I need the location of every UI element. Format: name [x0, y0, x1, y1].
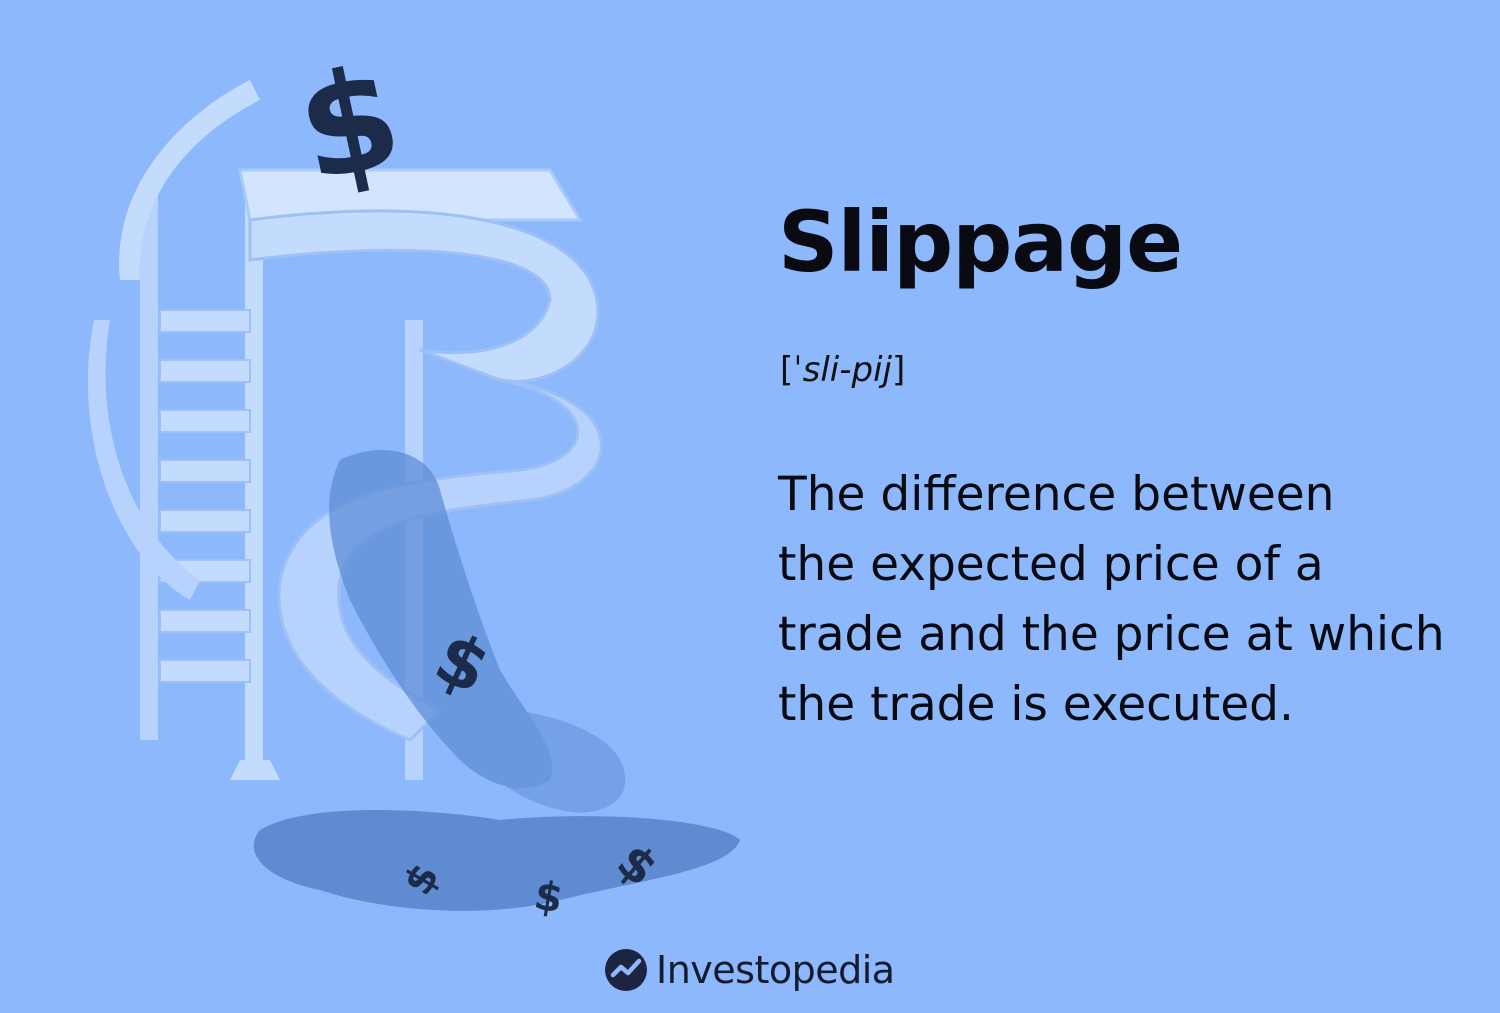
puddle-shadow [254, 810, 740, 911]
definition-line: trade and the price at which [778, 600, 1478, 670]
slide-chute-upper [250, 211, 598, 381]
investopedia-logo-icon [604, 948, 648, 992]
definition-line: the expected price of a [778, 530, 1478, 600]
support-pole-left [140, 180, 158, 740]
definition: The difference between the expected pric… [778, 460, 1478, 740]
pronunciation: [ˈsli-pij] [780, 350, 905, 391]
definition-line: the trade is executed. [778, 670, 1478, 740]
definition-line: The difference between [778, 460, 1478, 530]
brand-name: Investopedia [656, 948, 895, 992]
pronunciation-open-bracket: [ [780, 350, 793, 390]
pronunciation-close-bracket: ] [892, 350, 905, 390]
pole-foot [230, 760, 280, 780]
slide-illustration: $ $ $ $ $ [80, 20, 760, 920]
staircase [160, 310, 250, 682]
term-title: Slippage [778, 196, 1182, 288]
brand-footer: Investopedia [604, 944, 895, 996]
pronunciation-text: ˈsli-pij [793, 350, 892, 390]
